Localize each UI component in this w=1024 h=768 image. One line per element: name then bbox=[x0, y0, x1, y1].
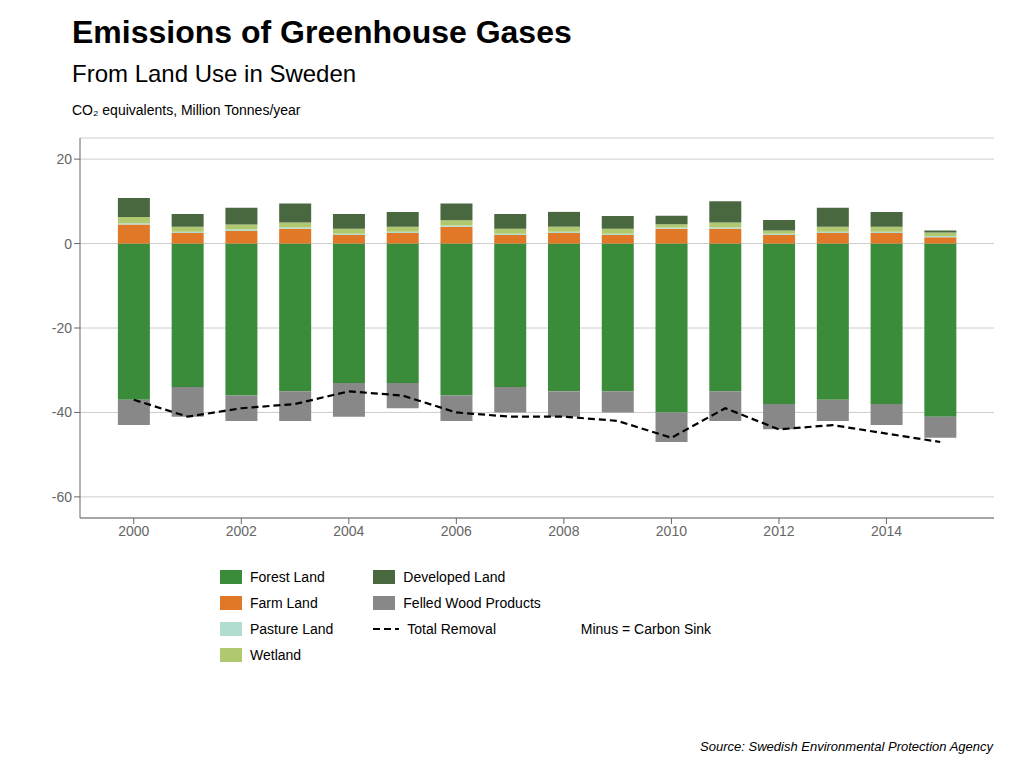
html-text:From Land Use in Sweden: From Land Use in Sweden bbox=[72, 60, 357, 87]
svg-text:20: 20 bbox=[56, 151, 72, 167]
svg-text:2012: 2012 bbox=[763, 523, 794, 539]
html-text:Minus = Carbon Sink: Minus = Carbon Sink bbox=[580, 621, 712, 637]
html-text:Emissions of Greenhouse Gases: Emissions of Greenhouse Gases bbox=[72, 14, 572, 50]
svg-text:-20: -20 bbox=[52, 320, 72, 336]
svg-text:-60: -60 bbox=[52, 489, 72, 505]
html-text:Pasture Land: Pasture Land bbox=[250, 621, 334, 637]
svg-text:2002: 2002 bbox=[226, 523, 257, 539]
svg-text:0: 0 bbox=[64, 236, 72, 252]
svg-text:2006: 2006 bbox=[441, 523, 472, 539]
html-text:Wetland: Wetland bbox=[250, 647, 302, 663]
html-text:Farm Land: Farm Land bbox=[250, 595, 318, 611]
svg-text:2014: 2014 bbox=[871, 523, 902, 539]
html-text:Forest Land: Forest Land bbox=[250, 569, 325, 585]
svg-text:2000: 2000 bbox=[118, 523, 149, 539]
html-text:CO₂ equivalents, Million Tonne: CO₂ equivalents, Million Tonnes/year bbox=[72, 102, 301, 118]
svg-text:2008: 2008 bbox=[548, 523, 579, 539]
html-text:Total Removal: Total Removal bbox=[407, 621, 496, 637]
html-text:Source: Swedish Environmental: Source: Swedish Environmental Protection… bbox=[700, 739, 993, 754]
svg-text:-40: -40 bbox=[52, 404, 72, 420]
html-text:Developed Land: Developed Land bbox=[403, 569, 506, 585]
svg-text:2004: 2004 bbox=[333, 523, 364, 539]
html-text:Felled Wood Products: Felled Wood Products bbox=[403, 595, 541, 611]
svg-text:2010: 2010 bbox=[656, 523, 687, 539]
